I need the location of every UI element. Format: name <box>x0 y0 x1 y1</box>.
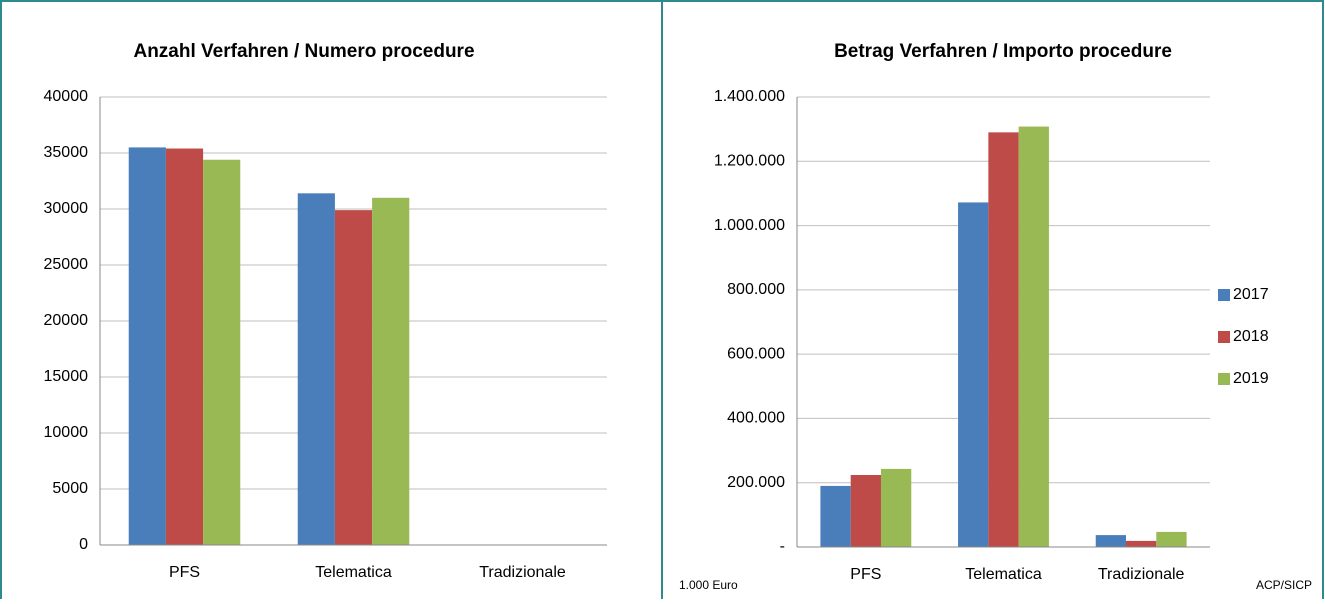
bar <box>372 197 410 546</box>
bar <box>880 468 912 547</box>
bar <box>958 202 989 547</box>
bar <box>820 485 851 547</box>
bar <box>1126 540 1157 547</box>
bar <box>297 193 335 545</box>
y-tick-label: 1.400.000 <box>714 88 785 105</box>
legend-label: 2018 <box>1233 328 1269 345</box>
source: ACP/SICP <box>1256 578 1312 592</box>
legend-swatch <box>1218 373 1230 385</box>
y-tick-label: 600.000 <box>727 345 785 362</box>
chart-title: Anzahl Verfahren / Numero procedure <box>133 41 474 62</box>
y-tick-label: 200.000 <box>727 474 785 491</box>
y-tick-label: 1.200.000 <box>714 153 785 170</box>
bar <box>128 147 166 545</box>
y-tick-label: 35000 <box>44 144 89 161</box>
y-tick-label: 10000 <box>44 424 89 441</box>
y-tick-label: 30000 <box>44 200 89 217</box>
y-tick-label: 15000 <box>44 368 89 385</box>
x-tick-label: PFS <box>169 564 200 581</box>
bar <box>1156 531 1187 547</box>
y-tick-label: 0 <box>79 536 88 553</box>
legend-label: 2019 <box>1233 370 1269 387</box>
chart-title: Betrag Verfahren / Importo procedure <box>834 41 1172 62</box>
panel-frame <box>661 0 1324 604</box>
legend-swatch <box>1218 289 1230 301</box>
legend-swatch <box>1218 331 1230 343</box>
y-tick-label: - <box>780 538 785 555</box>
y-tick-label: 5000 <box>52 480 88 497</box>
y-tick-label: 1.000.000 <box>714 217 785 234</box>
x-tick-label: Telematica <box>315 564 392 581</box>
y-tick-label: 800.000 <box>727 281 785 298</box>
bar <box>988 132 1019 547</box>
unit-note: 1.000 Euro <box>679 578 738 592</box>
y-tick-label: 400.000 <box>727 410 785 427</box>
y-tick-label: 40000 <box>44 88 89 105</box>
y-tick-label: 25000 <box>44 256 89 273</box>
bar <box>1018 126 1049 548</box>
y-tick-label: 20000 <box>44 312 89 329</box>
bar <box>1095 535 1127 547</box>
bar <box>165 148 204 545</box>
bar <box>850 475 881 547</box>
x-tick-label: Telematica <box>965 566 1042 583</box>
x-tick-label: PFS <box>850 566 881 583</box>
x-tick-label: Tradizionale <box>479 564 566 581</box>
bar <box>334 210 373 545</box>
bar <box>203 159 241 545</box>
x-tick-label: Tradizionale <box>1098 566 1185 583</box>
legend-label: 2017 <box>1233 286 1269 303</box>
